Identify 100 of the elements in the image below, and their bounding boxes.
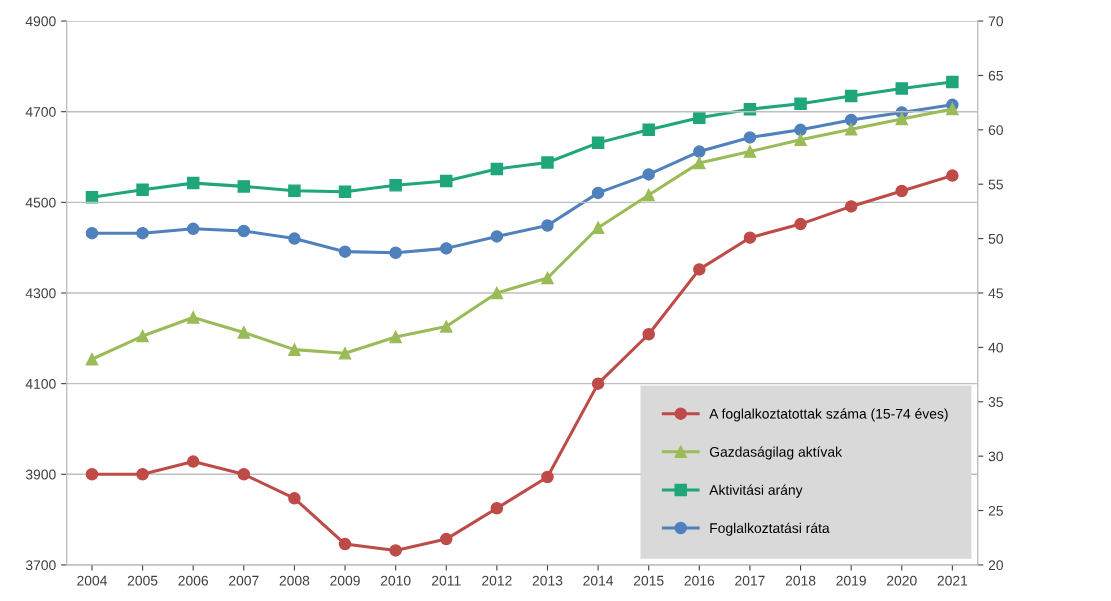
x-tick-label: 2015 xyxy=(633,575,664,586)
point xyxy=(338,245,352,258)
point xyxy=(844,113,858,127)
y2-tick-label: 65 xyxy=(988,70,1003,81)
point xyxy=(288,184,301,197)
x-tick-label: 2018 xyxy=(785,575,816,586)
x-tick-label: 2006 xyxy=(178,575,209,586)
y2-tick-label: 60 xyxy=(988,125,1003,135)
point xyxy=(794,97,807,110)
y-tick-label: 4500 xyxy=(25,197,56,208)
point xyxy=(490,230,504,243)
y-tick-label: 4300 xyxy=(25,288,56,299)
point xyxy=(642,327,655,341)
point xyxy=(237,224,251,238)
point xyxy=(794,123,807,137)
point xyxy=(288,343,301,356)
point xyxy=(743,145,757,158)
point xyxy=(338,537,352,551)
point xyxy=(237,180,251,193)
point xyxy=(794,217,807,231)
x-tick-label: 2009 xyxy=(330,575,360,586)
y2-tick-label: 45 xyxy=(988,288,1003,299)
y2-tick-label: 40 xyxy=(988,342,1003,353)
point xyxy=(136,183,149,196)
point xyxy=(85,468,99,481)
point xyxy=(743,131,757,144)
x-tick-label: 2013 xyxy=(532,575,563,586)
point xyxy=(186,176,200,190)
point xyxy=(85,352,99,366)
point xyxy=(693,145,706,158)
point xyxy=(541,219,554,232)
x-tick-label: 2012 xyxy=(482,575,512,586)
legend-label: Gazdaságilag aktívak xyxy=(709,446,843,460)
y2-tick-label: 70 xyxy=(988,16,1003,27)
point xyxy=(136,468,149,481)
y2-tick-label: 35 xyxy=(988,397,1003,407)
x-tick-label: 2016 xyxy=(684,575,715,586)
x-tick-label: 2019 xyxy=(836,575,866,586)
point xyxy=(440,174,453,188)
x-tick-label: 2017 xyxy=(735,575,765,586)
legend-label: Foglalkoztatási ráta xyxy=(710,522,830,536)
point xyxy=(288,232,301,245)
point xyxy=(490,502,504,515)
point xyxy=(338,347,352,360)
point xyxy=(693,111,706,125)
point xyxy=(844,123,858,136)
x-tick-label: 2010 xyxy=(380,575,411,586)
point xyxy=(541,271,554,285)
point xyxy=(693,156,706,170)
x-tick-label: 2008 xyxy=(279,575,310,586)
point xyxy=(642,123,655,137)
legend-label: A foglalkoztatottak száma (15-74 éves) xyxy=(709,408,948,422)
point xyxy=(642,168,655,181)
point xyxy=(844,89,858,103)
y-tick-label: 4100 xyxy=(25,378,56,389)
point xyxy=(693,263,706,276)
point xyxy=(440,320,453,333)
point xyxy=(288,492,301,505)
y2-tick-label: 20 xyxy=(988,560,1003,571)
point xyxy=(895,82,909,95)
point xyxy=(389,330,402,344)
point xyxy=(186,311,200,324)
point xyxy=(541,156,554,169)
point xyxy=(338,185,352,199)
point xyxy=(591,136,605,150)
point xyxy=(389,246,402,259)
point xyxy=(946,75,959,89)
point xyxy=(85,191,99,204)
y2-tick-label: 30 xyxy=(988,451,1003,462)
point xyxy=(136,226,149,240)
point xyxy=(591,186,605,200)
y-tick-label: 4700 xyxy=(25,107,56,117)
point xyxy=(743,231,757,244)
y2-tick-label: 50 xyxy=(988,233,1003,244)
point xyxy=(490,162,504,176)
point xyxy=(389,544,402,557)
x-tick-label: 2020 xyxy=(887,575,917,586)
point xyxy=(591,377,605,390)
x-tick-label: 2011 xyxy=(432,575,461,586)
x-tick-label: 2021 xyxy=(937,575,968,586)
legend-label: Aktivitási arány xyxy=(709,484,803,498)
point xyxy=(895,184,909,198)
point xyxy=(186,455,200,468)
y-tick-label: 3900 xyxy=(25,469,56,480)
point xyxy=(946,169,959,182)
point xyxy=(440,242,453,255)
point xyxy=(591,221,605,234)
point xyxy=(237,468,251,481)
point xyxy=(946,102,959,116)
y2-tick-label: 25 xyxy=(988,505,1003,516)
point xyxy=(389,179,402,192)
point xyxy=(186,222,200,236)
point xyxy=(895,112,909,126)
y2-tick-label: 55 xyxy=(988,179,1003,190)
y-tick-label: 3700 xyxy=(25,560,56,571)
point xyxy=(490,286,504,300)
point xyxy=(237,326,251,339)
x-tick-label: 2004 xyxy=(77,575,108,586)
point xyxy=(794,133,807,147)
point xyxy=(642,188,655,202)
